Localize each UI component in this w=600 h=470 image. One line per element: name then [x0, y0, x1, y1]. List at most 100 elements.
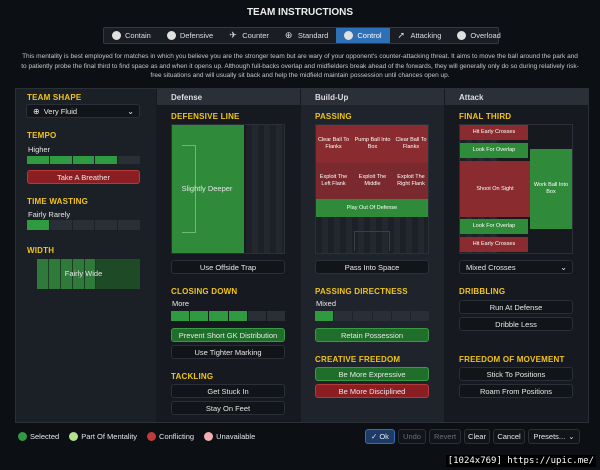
slider-segment [49, 220, 72, 230]
slider-segment [171, 311, 190, 321]
tab-control[interactable]: Control [336, 28, 390, 43]
roam-from-positions-button[interactable]: Roam From Positions [459, 384, 573, 398]
clear-ball-left-cell[interactable]: Clear Ball To Flanks [316, 125, 351, 163]
slider-segment [72, 220, 95, 230]
use-tighter-marking-button[interactable]: Use Tighter Marking [171, 345, 285, 359]
prevent-short-gk-distribution-button[interactable]: Prevent Short GK Distribution [171, 328, 285, 342]
legend-unavailable: Unavailable [204, 432, 255, 441]
take-a-breather-button[interactable]: Take A Breather [27, 170, 140, 184]
team-shape-dropdown[interactable]: ⊕ Very Fluid ⌄ [26, 104, 140, 118]
hit-early-crosses-top-cell[interactable]: Hit Early Crosses [460, 125, 528, 140]
slider-segment [190, 311, 209, 321]
retain-possession-button[interactable]: Retain Possession [315, 328, 429, 342]
slider-segment [353, 311, 372, 321]
presets-button[interactable]: Presets... ⌄ [528, 429, 580, 444]
legend-part-of-mentality: Part Of Mentality [69, 432, 137, 441]
slider-segment [209, 311, 228, 321]
use-offside-trap-button[interactable]: Use Offside Trap [171, 260, 285, 274]
defensive-line-value: Slightly Deeper [181, 184, 233, 193]
slider-segment [228, 311, 247, 321]
selected-dot-icon [18, 432, 27, 441]
slider-segment [118, 156, 140, 164]
slider-segment [410, 311, 430, 321]
clear-ball-right-cell[interactable]: Clear Ball To Flanks [394, 125, 428, 163]
dribbling-label: DRIBBLING [459, 287, 506, 296]
tab-contain[interactable]: Contain [104, 28, 159, 43]
watermark: [1024x769] https://upic.me/ [445, 455, 596, 467]
freedom-of-movement-label: FREEDOM OF MOVEMENT [459, 355, 565, 364]
passing-label: PASSING [315, 112, 352, 121]
width-value: Fairly Wide [64, 269, 103, 278]
get-stuck-in-button[interactable]: Get Stuck In [171, 384, 285, 398]
slider-segment [315, 311, 334, 321]
crosses-dropdown[interactable]: Mixed Crosses ⌄ [459, 260, 573, 274]
stay-on-feet-button[interactable]: Stay On Feet [171, 401, 285, 415]
tab-counter[interactable]: ✈ Counter [229, 30, 269, 41]
hit-early-crosses-bottom-cell[interactable]: Hit Early Crosses [460, 237, 528, 252]
slider-segment [95, 156, 118, 164]
mentality-description: This mentality is best employed for matc… [21, 53, 579, 79]
slider-segment [49, 156, 72, 164]
buildup-header: Build-Up [301, 89, 444, 105]
exploit-middle-cell[interactable]: Exploit The Middle [351, 163, 394, 199]
tab-standard[interactable]: ⊕ Standard [284, 30, 329, 41]
passing-directness-value: Mixed [316, 299, 337, 308]
be-more-expressive-button[interactable]: Be More Expressive [315, 367, 429, 381]
passing-pitch[interactable]: Clear Ball To Flanks Pump Ball Into Box … [315, 124, 429, 254]
revert-button[interactable]: Revert [429, 429, 461, 444]
final-third-label: FINAL THIRD [459, 112, 512, 121]
tab-overload[interactable]: Overload [449, 28, 508, 43]
passing-directness-slider[interactable] [315, 311, 430, 321]
slider-segment [72, 156, 95, 164]
width-label: WIDTH [27, 246, 55, 255]
width-pitch[interactable] [37, 259, 141, 289]
stick-to-positions-button[interactable]: Stick To Positions [459, 367, 573, 381]
closing-down-slider[interactable] [171, 311, 286, 321]
play-out-of-defense-cell[interactable]: Play Out Of Defense [316, 199, 428, 217]
run-at-defense-button[interactable]: Run At Defense [459, 300, 573, 314]
exploit-left-flank-cell[interactable]: Exploit The Left Flank [316, 163, 351, 199]
chevron-down-icon: ⌄ [568, 432, 575, 441]
time-wasting-slider[interactable] [27, 220, 140, 230]
pass-into-space-button[interactable]: Pass Into Space [315, 260, 429, 274]
tempo-slider[interactable] [27, 156, 140, 164]
passing-directness-label: PASSING DIRECTNESS [315, 287, 408, 296]
cancel-button[interactable]: Cancel [493, 429, 525, 444]
defensive-line-pitch[interactable] [171, 124, 285, 254]
look-for-overlap-bottom-cell[interactable]: Look For Overlap [460, 219, 528, 234]
legend-conflicting: Conflicting [147, 432, 194, 441]
tempo-value: Higher [28, 145, 51, 154]
contain-icon [112, 31, 121, 40]
tab-defensive[interactable]: Defensive [159, 28, 221, 43]
clear-button[interactable]: Clear [464, 429, 490, 444]
ok-button[interactable]: ✓ Ok [365, 429, 395, 444]
tab-attacking[interactable]: ➚ Attacking [397, 30, 442, 41]
slider-segment [247, 311, 266, 321]
page-title: TEAM INSTRUCTIONS [246, 7, 354, 18]
slider-segment [27, 220, 49, 230]
team-shape-label: TEAM SHAPE [27, 93, 82, 102]
closing-down-label: CLOSING DOWN [171, 287, 238, 296]
exploit-right-flank-cell[interactable]: Exploit The Right Flank [394, 163, 428, 199]
part-of-mentality-dot-icon [69, 432, 79, 441]
team-shape-icon: ⊕ [33, 106, 40, 116]
pump-ball-into-box-cell[interactable]: Pump Ball Into Box [351, 125, 394, 163]
defensive-icon [166, 31, 176, 40]
legend-selected: Selected [18, 432, 59, 441]
work-ball-into-box-cell[interactable]: Work Ball Into Box [530, 149, 572, 229]
be-more-disciplined-button[interactable]: Be More Disciplined [315, 384, 429, 398]
undo-button[interactable]: Undo [398, 429, 426, 444]
counter-icon: ✈ [229, 30, 237, 40]
attacking-icon: ➚ [397, 30, 406, 40]
defensive-line-label: DEFENSIVE LINE [171, 112, 240, 121]
slider-segment [118, 220, 140, 230]
slider-segment [27, 156, 49, 164]
standard-icon: ⊕ [284, 30, 293, 40]
dribble-less-button[interactable]: Dribble Less [459, 317, 573, 331]
check-icon: ✓ [371, 432, 378, 441]
slider-segment [391, 311, 410, 321]
time-wasting-label: TIME WASTING [27, 197, 89, 206]
shoot-on-sight-cell[interactable]: Shoot On Sight [460, 161, 530, 217]
final-third-pitch[interactable]: Hit Early Crosses Look For Overlap Shoot… [459, 124, 573, 254]
look-for-overlap-top-cell[interactable]: Look For Overlap [460, 143, 528, 158]
